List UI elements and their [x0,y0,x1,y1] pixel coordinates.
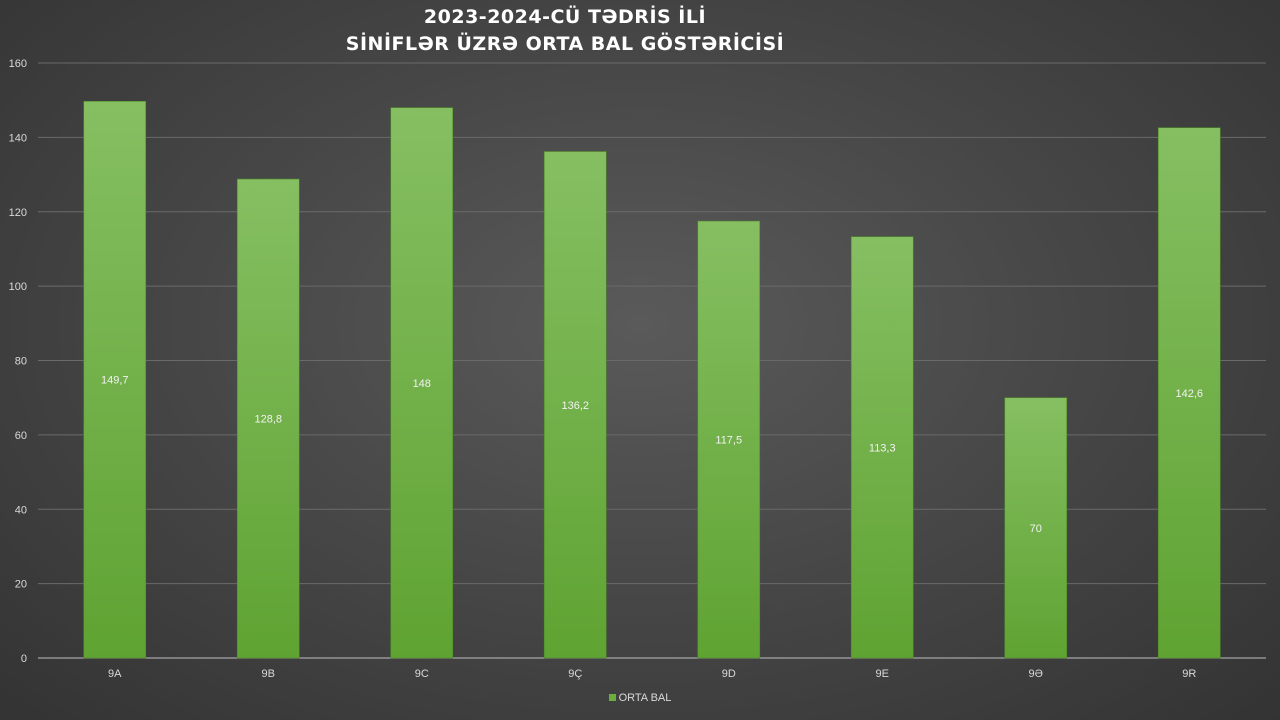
bar [850,236,914,659]
y-tick-label: 60 [15,430,27,442]
legend-label: ORTA BAL [618,692,672,704]
y-tick-label: 140 [9,132,27,144]
bar [83,101,147,659]
y-tick-label: 160 [9,58,27,70]
data-label: 142,6 [1175,388,1203,400]
y-tick-label: 20 [15,579,27,591]
bar [236,178,300,659]
x-tick-label: 9Ç [568,668,582,680]
y-axis-ticks: 0 20 40 60 80 100 120 140 160 [9,58,27,665]
legend: ORTA BAL [0,692,1280,704]
y-tick-label: 80 [15,356,27,368]
y-tick-label: 100 [9,281,27,293]
bar [543,151,607,659]
bar [390,107,454,659]
x-tick-label: 9Ə [1029,668,1043,680]
data-label: 136,2 [561,400,589,412]
bars: 149,7 128,8 148 136,2 117,5 113,3 70 142,6 [83,101,1221,659]
x-tick-label: 9E [876,668,889,680]
x-tick-label: 9B [262,668,275,680]
chart-title: 2023-2024-CÜ TƏDRİS İLİ [423,6,707,28]
data-label: 128,8 [254,414,282,426]
bar [1157,127,1221,659]
y-tick-label: 0 [21,653,27,665]
data-label: 117,5 [715,435,742,447]
x-tick-label: 9C [415,668,429,680]
data-label: 113,3 [869,442,896,454]
x-tick-label: 9R [1182,668,1196,680]
x-tick-label: 9A [108,668,122,680]
data-label: 148 [413,378,431,390]
y-tick-label: 40 [15,504,27,516]
data-label: 149,7 [101,375,129,387]
legend-swatch [608,694,616,701]
bar [697,220,761,659]
y-tick-label: 120 [9,207,27,219]
gridlines [38,62,1266,659]
data-label: 70 [1030,523,1042,535]
chart-subtitle: SİNİFLƏR ÜZRƏ ORTA BAL GÖSTƏRİCİSİ [345,33,785,55]
bar [1004,397,1068,659]
x-axis-ticks: 9A 9B 9C 9Ç 9D 9E 9Ə 9R [108,668,1196,680]
x-tick-label: 9D [722,668,736,680]
